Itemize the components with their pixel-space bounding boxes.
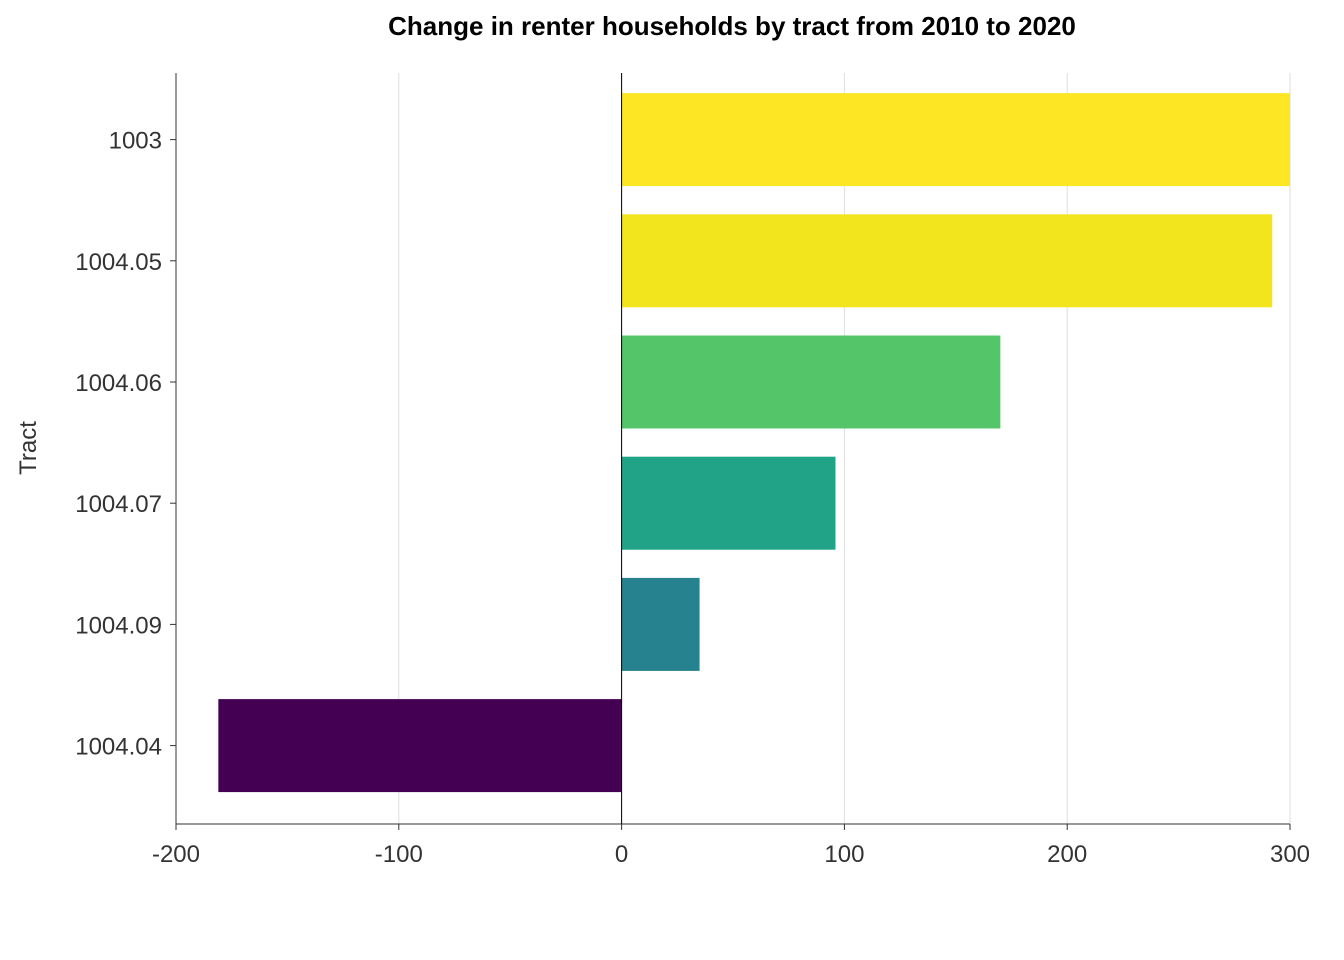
bar <box>621 93 1290 187</box>
chart-title: Change in renter households by tract fro… <box>388 11 1076 41</box>
x-tick-label: 200 <box>1047 841 1087 868</box>
x-tick-label: 100 <box>824 841 864 868</box>
y-tick-label: 1004.09 <box>75 612 162 639</box>
bar <box>621 456 836 550</box>
y-tick-label: 1004.04 <box>75 734 162 761</box>
y-tick-label: 1004.06 <box>75 370 162 397</box>
x-tick-label: 0 <box>615 841 628 868</box>
y-axis-title: Tract <box>15 421 42 475</box>
x-tick-label: -100 <box>375 841 423 868</box>
bar <box>621 214 1273 308</box>
x-tick-label: 300 <box>1270 841 1310 868</box>
x-axis-ticks: -200 -100 0 100 200 300 <box>152 824 1310 868</box>
y-tick-label: 1003 <box>109 128 162 155</box>
bar <box>218 699 622 793</box>
y-axis-ticks: 1003 1004.05 1004.06 1004.07 1004.09 1004.04 <box>75 128 176 761</box>
y-tick-label: 1004.05 <box>75 249 162 276</box>
bar <box>621 335 1001 429</box>
bar <box>621 577 700 671</box>
x-tick-label: -200 <box>152 841 200 868</box>
bars <box>218 93 1290 793</box>
y-tick-label: 1004.07 <box>75 491 162 518</box>
